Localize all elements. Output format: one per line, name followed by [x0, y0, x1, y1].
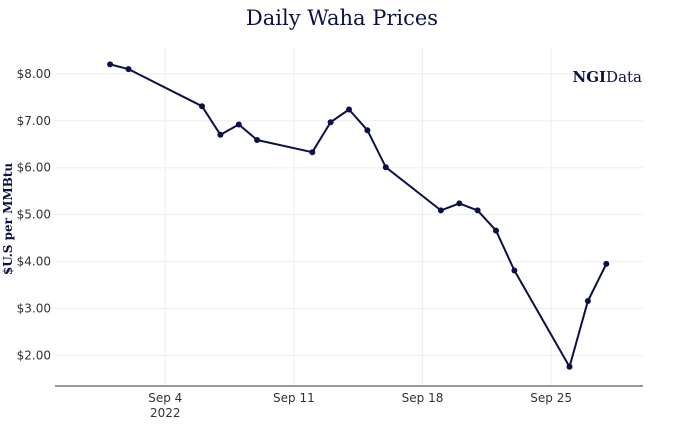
chart-title: Daily Waha Prices: [246, 6, 438, 30]
data-point[interactable]: 2022-09-23: $3.81: [511, 267, 518, 274]
data-point[interactable]: 2022-09-07: $6.70: [217, 131, 224, 138]
data-point[interactable]: 2022-09-06: $7.31: [199, 103, 205, 110]
logo-suffix: Data: [606, 68, 642, 86]
data-point[interactable]: 2022-09-14: $7.24: [346, 106, 352, 113]
data-point[interactable]: 2022-09-02: $8.10: [125, 66, 132, 73]
data-point[interactable]: 2022-09-21: $5.09: [474, 207, 481, 214]
x-tick-label: Sep 11: [273, 391, 315, 405]
series-line-waha: [109, 63, 608, 368]
data-point[interactable]: 2022-09-15: $6.80: [364, 127, 371, 134]
ngi-data-logo: NGIData: [573, 68, 643, 86]
y-tick-label: $7.00: [17, 114, 51, 128]
data-point[interactable]: 2022-09-19: $5.09: [437, 207, 444, 214]
data-point[interactable]: 2022-09-26: $1.76: [566, 363, 573, 370]
data-point[interactable]: 2022-09-09: $6.59: [254, 137, 261, 143]
y-tick-label: $8.00: [17, 67, 51, 81]
y-tick-label: $5.00: [17, 208, 51, 222]
x-tick-label: Sep 18: [402, 391, 444, 405]
data-point[interactable]: 2022-09-28: $3.95: [603, 260, 610, 267]
data-point[interactable]: 2022-09-20: $5.24: [456, 200, 463, 207]
y-axis-label: $U.S per MMBtu: [1, 163, 15, 276]
x-tick-label: Sep 25: [530, 391, 572, 405]
gridlines: [55, 48, 643, 386]
y-tick-label: $3.00: [17, 302, 51, 316]
y-axis-ticks: $2.00 $3.00 $4.00 $5.00 $6.00 $7.00 $8.00: [17, 67, 51, 363]
data-point[interactable]: 2022-09-22: $4.66: [493, 227, 499, 234]
data-point[interactable]: 2022-09-16: $6.01: [382, 164, 389, 171]
y-tick-label: $2.00: [17, 348, 51, 362]
svg-text:NGIData: NGIData: [573, 68, 643, 86]
logo-brand: NGI: [573, 68, 607, 86]
y-tick-label: $4.00: [17, 255, 51, 269]
series-layer: 2022-09-01: $8.20 2022-09-02: $8.10 2022-0…: [107, 61, 610, 370]
data-point[interactable]: 2022-09-01: $8.20: [107, 61, 114, 68]
data-point[interactable]: 2022-09-12: $6.33: [309, 149, 316, 156]
x-tick-label: Sep 4: [148, 391, 182, 405]
x-tick-year-label: 2022: [150, 406, 181, 420]
data-point[interactable]: 2022-09-27: $3.16: [584, 298, 591, 304]
data-point[interactable]: 2022-09-08: $6.92: [235, 121, 242, 128]
data-point[interactable]: 2022-09-13: $6.97: [327, 119, 334, 126]
y-tick-label: $6.00: [17, 161, 51, 175]
